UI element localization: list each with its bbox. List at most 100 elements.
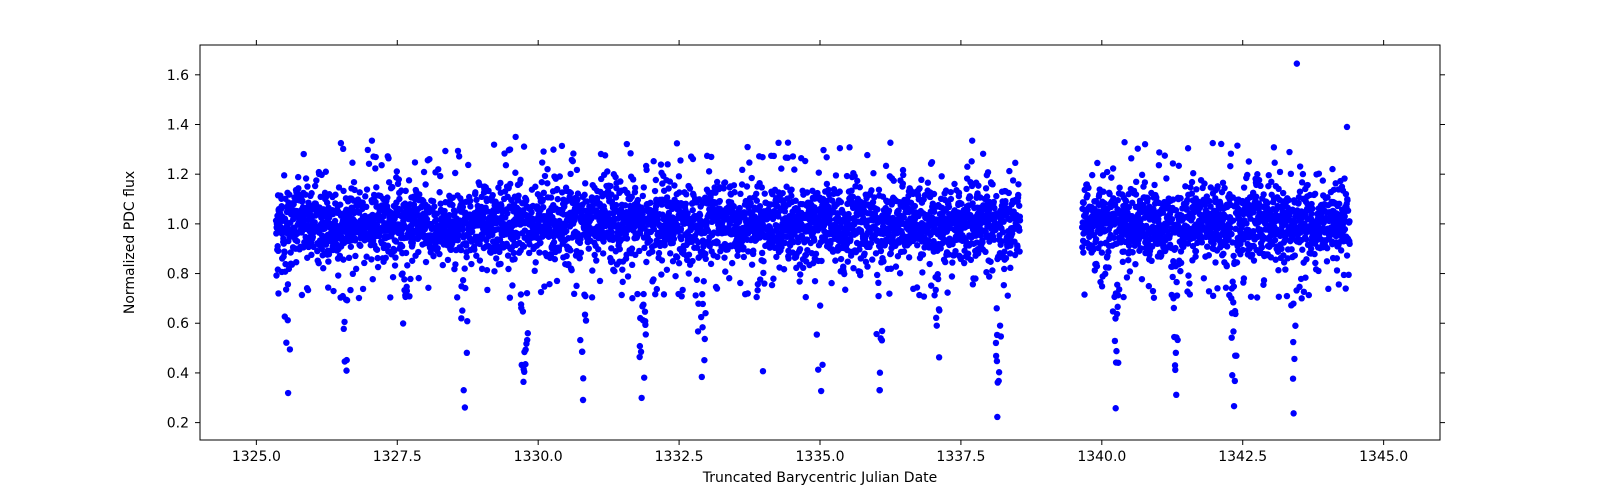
data-point (815, 366, 821, 372)
data-point (1249, 252, 1255, 258)
data-point (341, 326, 347, 332)
data-point (404, 288, 410, 294)
data-point (357, 243, 363, 249)
data-point (573, 283, 579, 289)
data-point (1246, 158, 1252, 164)
data-point (676, 260, 682, 266)
data-point (301, 151, 307, 157)
data-point (886, 290, 892, 296)
data-point (1150, 288, 1156, 294)
data-point (1002, 198, 1008, 204)
data-point (722, 268, 728, 274)
data-point (323, 169, 329, 175)
data-point (1112, 405, 1118, 411)
data-point (425, 285, 431, 291)
data-point (931, 191, 937, 197)
data-point (827, 216, 833, 222)
data-point (948, 189, 954, 195)
data-point (524, 290, 530, 296)
data-point (452, 261, 458, 267)
data-point (602, 152, 608, 158)
data-point (344, 297, 350, 303)
data-point (993, 340, 999, 346)
data-point (963, 186, 969, 192)
data-point (521, 143, 527, 149)
data-point (1174, 337, 1180, 343)
data-point (979, 239, 985, 245)
data-point (624, 141, 630, 147)
data-point (1232, 311, 1238, 317)
data-point (1085, 185, 1091, 191)
data-point (749, 175, 755, 181)
data-point (497, 180, 503, 186)
data-point (1007, 265, 1013, 271)
data-point (511, 256, 517, 262)
data-point (1139, 276, 1145, 282)
data-point (1266, 172, 1272, 178)
data-point (900, 180, 906, 186)
data-point (760, 368, 766, 374)
data-point (770, 276, 776, 282)
data-point (467, 203, 473, 209)
data-point (919, 269, 925, 275)
data-point (1264, 200, 1270, 206)
data-point (1309, 205, 1315, 211)
data-point (583, 317, 589, 323)
data-point (607, 183, 613, 189)
data-point (401, 276, 407, 282)
data-point (708, 261, 714, 267)
data-point (949, 273, 955, 279)
data-point (1312, 260, 1318, 266)
data-point (674, 254, 680, 260)
data-point (1282, 266, 1288, 272)
data-point (1284, 293, 1290, 299)
data-point (1302, 274, 1308, 280)
data-point (1288, 246, 1294, 252)
data-point (961, 260, 967, 266)
data-point (1224, 263, 1230, 269)
data-point (539, 159, 545, 165)
data-point (643, 331, 649, 337)
data-point (363, 204, 369, 210)
data-point (313, 177, 319, 183)
data-point (374, 247, 380, 253)
data-point (521, 369, 527, 375)
data-point (400, 320, 406, 326)
data-point (993, 193, 999, 199)
data-point (611, 268, 617, 274)
data-point (731, 189, 737, 195)
data-point (1206, 252, 1212, 258)
data-point (702, 310, 708, 316)
data-point (1133, 191, 1139, 197)
data-point (559, 143, 565, 149)
data-point (518, 291, 524, 297)
data-point (1299, 247, 1305, 253)
data-point (597, 278, 603, 284)
data-point (837, 145, 843, 151)
data-point (846, 144, 852, 150)
data-point (574, 167, 580, 173)
data-point (394, 168, 400, 174)
data-point (1012, 160, 1018, 166)
data-point (1257, 183, 1263, 189)
data-point (739, 167, 745, 173)
data-point (546, 281, 552, 287)
data-point (491, 141, 497, 147)
data-point (1148, 258, 1154, 264)
data-point (383, 255, 389, 261)
data-point (638, 395, 644, 401)
data-point (1292, 252, 1298, 258)
data-point (761, 280, 767, 286)
data-point (351, 179, 357, 185)
data-point (283, 339, 289, 345)
data-point (983, 185, 989, 191)
data-point (335, 272, 341, 278)
data-point (273, 272, 279, 278)
data-point (396, 176, 402, 182)
data-point (1254, 171, 1260, 177)
data-point (760, 258, 766, 264)
data-point (686, 251, 692, 257)
data-point (893, 263, 899, 269)
data-point (683, 201, 689, 207)
data-point (671, 182, 677, 188)
